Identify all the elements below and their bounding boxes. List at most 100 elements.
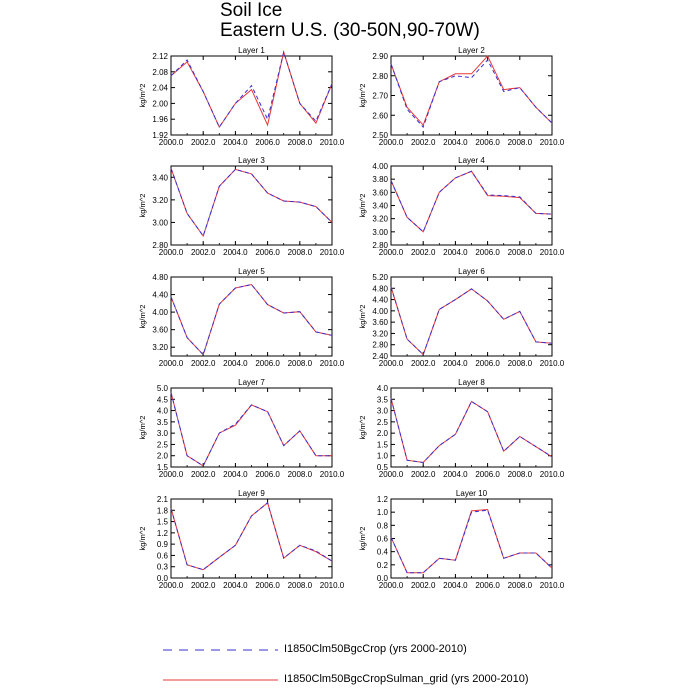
y-tick-label: 2.60 bbox=[372, 111, 388, 120]
series-b-line bbox=[170, 392, 332, 467]
y-axis-label: kg/m^2 bbox=[358, 527, 367, 551]
x-tick-label: 2000.0 bbox=[379, 470, 404, 479]
series-a-line bbox=[170, 501, 333, 571]
panel-title: Layer 5 bbox=[238, 267, 265, 276]
x-tick-label: 2000.0 bbox=[159, 359, 184, 368]
x-tick-label: 2004.0 bbox=[443, 248, 468, 257]
series-b-line bbox=[170, 168, 333, 238]
x-tick-label: 2002.0 bbox=[411, 359, 436, 368]
plot-frame bbox=[170, 165, 333, 246]
panel-title: Layer 4 bbox=[458, 156, 485, 165]
panel-title: Layer 6 bbox=[458, 267, 485, 276]
y-tick-label: 2.80 bbox=[372, 72, 388, 81]
x-tick-label: 2006.0 bbox=[475, 138, 500, 147]
y-tick-label: 0.2 bbox=[377, 561, 389, 570]
series-a-line bbox=[390, 509, 553, 574]
plot-frame bbox=[390, 387, 553, 468]
x-tick-label: 2008.0 bbox=[288, 248, 313, 257]
series-a-line bbox=[170, 168, 333, 238]
panel-4: Layer 4 2000.0 2002.0 2004.0 2006.0 2008.0 201… bbox=[358, 156, 565, 257]
series-b-line bbox=[390, 170, 553, 233]
x-tick-label: 2006.0 bbox=[255, 470, 280, 479]
x-tick-label: 2010.0 bbox=[320, 581, 345, 590]
x-tick-label: 2000.0 bbox=[379, 359, 404, 368]
y-tick-label: 2.04 bbox=[152, 84, 168, 93]
y-tick-label: 0.0 bbox=[377, 574, 389, 583]
y-tick-label: 1.5 bbox=[157, 463, 169, 472]
panel-3: Layer 3 2000.0 2002.0 2004.0 2006.0 2008.0 201… bbox=[138, 156, 345, 257]
y-axis-label: kg/m^2 bbox=[138, 416, 147, 440]
x-tick-label: 2008.0 bbox=[508, 470, 533, 479]
panel-title: Layer 10 bbox=[456, 489, 488, 498]
y-tick-label: 4.0 bbox=[157, 407, 169, 416]
series-b-line bbox=[390, 286, 553, 356]
y-tick-label: 4.00 bbox=[372, 162, 388, 171]
x-tick-label: 2002.0 bbox=[411, 248, 436, 257]
y-tick-label: 0.4 bbox=[377, 548, 389, 557]
series-a-line bbox=[390, 59, 553, 129]
x-tick-label: 2002.0 bbox=[191, 359, 216, 368]
y-tick-label: 2.1 bbox=[157, 495, 169, 504]
x-tick-label: 2000.0 bbox=[379, 581, 404, 590]
series-a-line bbox=[390, 398, 553, 464]
y-tick-label: 5.20 bbox=[372, 273, 388, 282]
series-a-line bbox=[170, 283, 333, 356]
panel-5: Layer 5 2000.0 2002.0 2004.0 2006.0 2008.0 201… bbox=[138, 267, 345, 368]
series-b-line bbox=[390, 508, 553, 574]
y-tick-label: 1.92 bbox=[152, 131, 168, 140]
y-axis-label: kg/m^2 bbox=[358, 194, 367, 218]
series-b-line bbox=[170, 501, 333, 571]
y-tick-label: 3.20 bbox=[372, 215, 388, 224]
panel-title: Layer 3 bbox=[238, 156, 265, 165]
series-b-line bbox=[170, 50, 333, 129]
series-b-line bbox=[170, 283, 333, 356]
panel-title: Layer 2 bbox=[458, 46, 485, 55]
y-tick-label: 4.40 bbox=[372, 296, 388, 305]
y-tick-label: 4.00 bbox=[152, 308, 168, 317]
y-axis-label: kg/m^2 bbox=[358, 84, 367, 108]
series-b-line bbox=[390, 398, 553, 464]
x-tick-label: 2000.0 bbox=[379, 138, 404, 147]
y-tick-label: 4.0 bbox=[377, 384, 389, 393]
x-tick-label: 2008.0 bbox=[288, 581, 313, 590]
y-tick-label: 3.40 bbox=[372, 202, 388, 211]
x-tick-label: 2004.0 bbox=[443, 138, 468, 147]
x-tick-label: 2008.0 bbox=[508, 248, 533, 257]
y-tick-label: 4.80 bbox=[152, 273, 168, 282]
title-block: Soil Ice Eastern U.S. (30-50N,90-70W) bbox=[220, 1, 480, 41]
x-tick-label: 2006.0 bbox=[475, 470, 500, 479]
x-tick-label: 2008.0 bbox=[508, 138, 533, 147]
panel-9: Layer 9 2000.0 2002.0 2004.0 2006.0 2008.0 201… bbox=[138, 489, 345, 590]
x-tick-label: 2010.0 bbox=[540, 138, 565, 147]
figure-subtitle: Eastern U.S. (30-50N,90-70W) bbox=[220, 20, 480, 41]
x-tick-label: 2006.0 bbox=[475, 248, 500, 257]
y-tick-label: 3.60 bbox=[152, 326, 168, 335]
y-tick-label: 2.90 bbox=[372, 52, 388, 61]
plot-frame bbox=[170, 387, 333, 468]
x-tick-label: 2008.0 bbox=[288, 359, 313, 368]
y-tick-label: 3.20 bbox=[152, 196, 168, 205]
y-tick-label: 4.5 bbox=[157, 395, 169, 404]
y-tick-label: 3.0 bbox=[157, 429, 169, 438]
y-tick-label: 1.2 bbox=[157, 529, 169, 538]
y-tick-label: 1.2 bbox=[377, 495, 389, 504]
y-tick-label: 3.00 bbox=[152, 218, 168, 227]
y-tick-label: 2.12 bbox=[152, 52, 168, 61]
y-tick-label: 3.20 bbox=[152, 343, 168, 352]
y-axis-label: kg/m^2 bbox=[138, 527, 147, 551]
y-tick-label: 2.80 bbox=[372, 341, 388, 350]
panel-title: Layer 1 bbox=[238, 46, 265, 55]
panel-7: Layer 7 2000.0 2002.0 2004.0 2006.0 2008.0 201… bbox=[138, 378, 345, 479]
panel-6: Layer 6 2000.0 2002.0 2004.0 2006.0 2008.0 201… bbox=[358, 267, 565, 368]
y-tick-label: 2.08 bbox=[152, 68, 168, 77]
y-tick-label: 0.5 bbox=[377, 463, 389, 472]
y-tick-label: 0.6 bbox=[157, 551, 169, 560]
y-tick-label: 3.5 bbox=[157, 418, 169, 427]
x-tick-label: 2004.0 bbox=[443, 581, 468, 590]
x-tick-label: 2006.0 bbox=[255, 248, 280, 257]
x-tick-label: 2004.0 bbox=[223, 470, 248, 479]
y-tick-label: 5.0 bbox=[157, 384, 169, 393]
panel-title: Layer 7 bbox=[238, 378, 265, 387]
x-tick-label: 2010.0 bbox=[540, 359, 565, 368]
y-tick-label: 2.0 bbox=[157, 452, 169, 461]
